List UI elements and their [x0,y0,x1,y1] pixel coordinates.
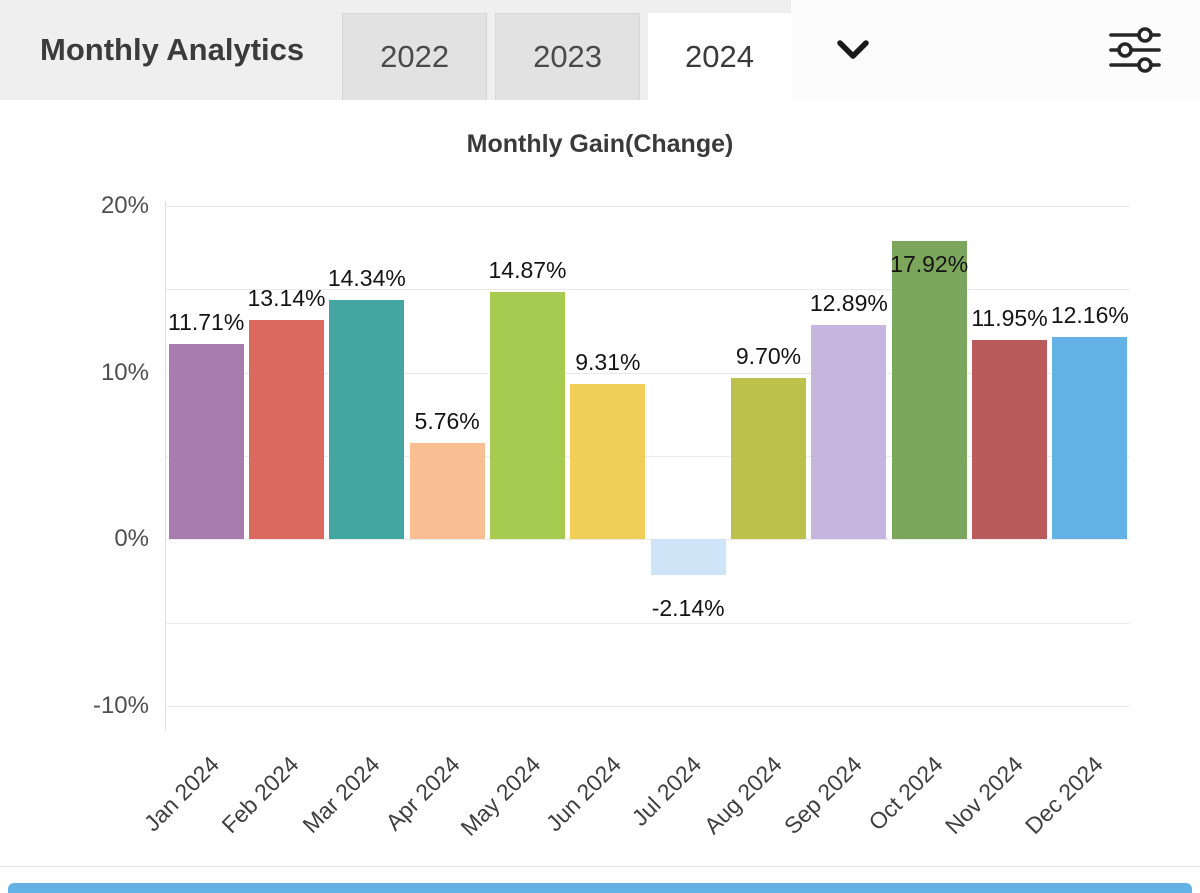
y-tick-label: 10% [100,358,149,386]
x-tick-label-oct-2024: Oct 2024 [862,751,948,836]
value-label-mar-2024: 14.34% [327,265,406,292]
chevron-down-icon [835,38,871,62]
tab-2024[interactable]: 2024 [648,13,792,100]
plot-area: 11.71% 13.14% 14.34% 5.76% 14.87% 9.31% -2.14%… [165,201,1130,731]
x-tick-label-jul-2024: Jul 2024 [626,751,707,831]
footer-divider [0,866,1200,867]
tab-2023[interactable]: 2023 [495,13,641,100]
bar-oct-2024[interactable] [891,240,967,540]
header: Monthly Analytics 2022 2023 2024 [0,0,1200,100]
footer [0,835,1200,893]
gridline [166,206,1130,207]
value-label-apr-2024: 5.76% [414,408,480,435]
value-label-sep-2024: 12.89% [809,289,888,316]
gridline [166,622,1130,624]
bar-sep-2024[interactable] [811,324,887,540]
value-label-oct-2024: 17.92% [890,250,969,277]
bar-jun-2024[interactable] [570,384,646,540]
settings-button[interactable] [1108,24,1162,76]
x-tick-label-jan-2024: Jan 2024 [138,751,224,837]
value-label-may-2024: 14.87% [488,256,567,283]
x-tick-label-aug-2024: Aug 2024 [698,751,787,840]
gridline [166,372,1130,374]
value-label-jan-2024: 11.71% [168,309,245,336]
x-tick-label-may-2024: May 2024 [455,751,546,841]
x-tick-label-feb-2024: Feb 2024 [216,751,305,839]
partial-bottom-bar[interactable] [8,883,1192,893]
value-label-nov-2024: 11.95% [971,305,1048,332]
y-tick-label: -10% [92,692,149,719]
tab-2022[interactable]: 2022 [342,13,488,100]
x-axis: Jan 2024 Feb 2024 Mar 2024 Apr 2024 May 2024… [138,731,1130,841]
page-title: Monthly Analytics [40,32,305,67]
year-dropdown-button[interactable] [835,38,871,62]
x-tick-label-apr-2024: Apr 2024 [380,751,465,836]
bar-apr-2024[interactable] [409,443,485,540]
gridline [166,456,1130,457]
gridline [166,289,1130,291]
value-label-jul-2024: -2.14% [651,595,725,621]
x-tick-label-dec-2024: Dec 2024 [1020,751,1109,840]
gridline [166,706,1130,707]
x-tick-label-mar-2024: Mar 2024 [297,751,385,839]
bar-nov-2024[interactable] [972,340,1047,540]
x-tick-label-jun-2024: Jun 2024 [540,751,626,837]
bar-aug-2024[interactable] [731,377,806,540]
bar-jul-2024[interactable] [650,539,726,575]
x-tick-label-sep-2024: Sep 2024 [778,751,867,840]
bar-mar-2024[interactable] [329,300,405,540]
bar-may-2024[interactable] [490,291,565,540]
y-axis: 20% 10% 0% -10% [0,192,165,731]
value-label-jun-2024: 9.31% [575,349,641,376]
header-left: Monthly Analytics 2022 2023 2024 [0,0,792,100]
year-tabs: 2022 2023 2024 [342,0,792,100]
y-tick-label: 20% [100,192,149,219]
header-right [791,0,1200,100]
bar-feb-2024[interactable] [249,320,324,540]
x-tick-label-nov-2024: Nov 2024 [939,751,1028,840]
gridline [166,539,1130,541]
bar-jan-2024[interactable] [168,344,244,540]
bar-dec-2024[interactable] [1052,336,1128,540]
chart-title: Monthly Gain(Change) [466,130,734,158]
bar-chart: 20% 10% 0% -10% 11.71% 13.14% 14.34% 5.76% 14.8… [0,192,1200,731]
y-tick-label: 0% [114,525,149,553]
value-label-feb-2024: 13.14% [247,285,326,312]
sliders-icon [1108,24,1162,76]
value-label-dec-2024: 12.16% [1050,301,1129,328]
value-label-aug-2024: 9.70% [735,342,802,369]
